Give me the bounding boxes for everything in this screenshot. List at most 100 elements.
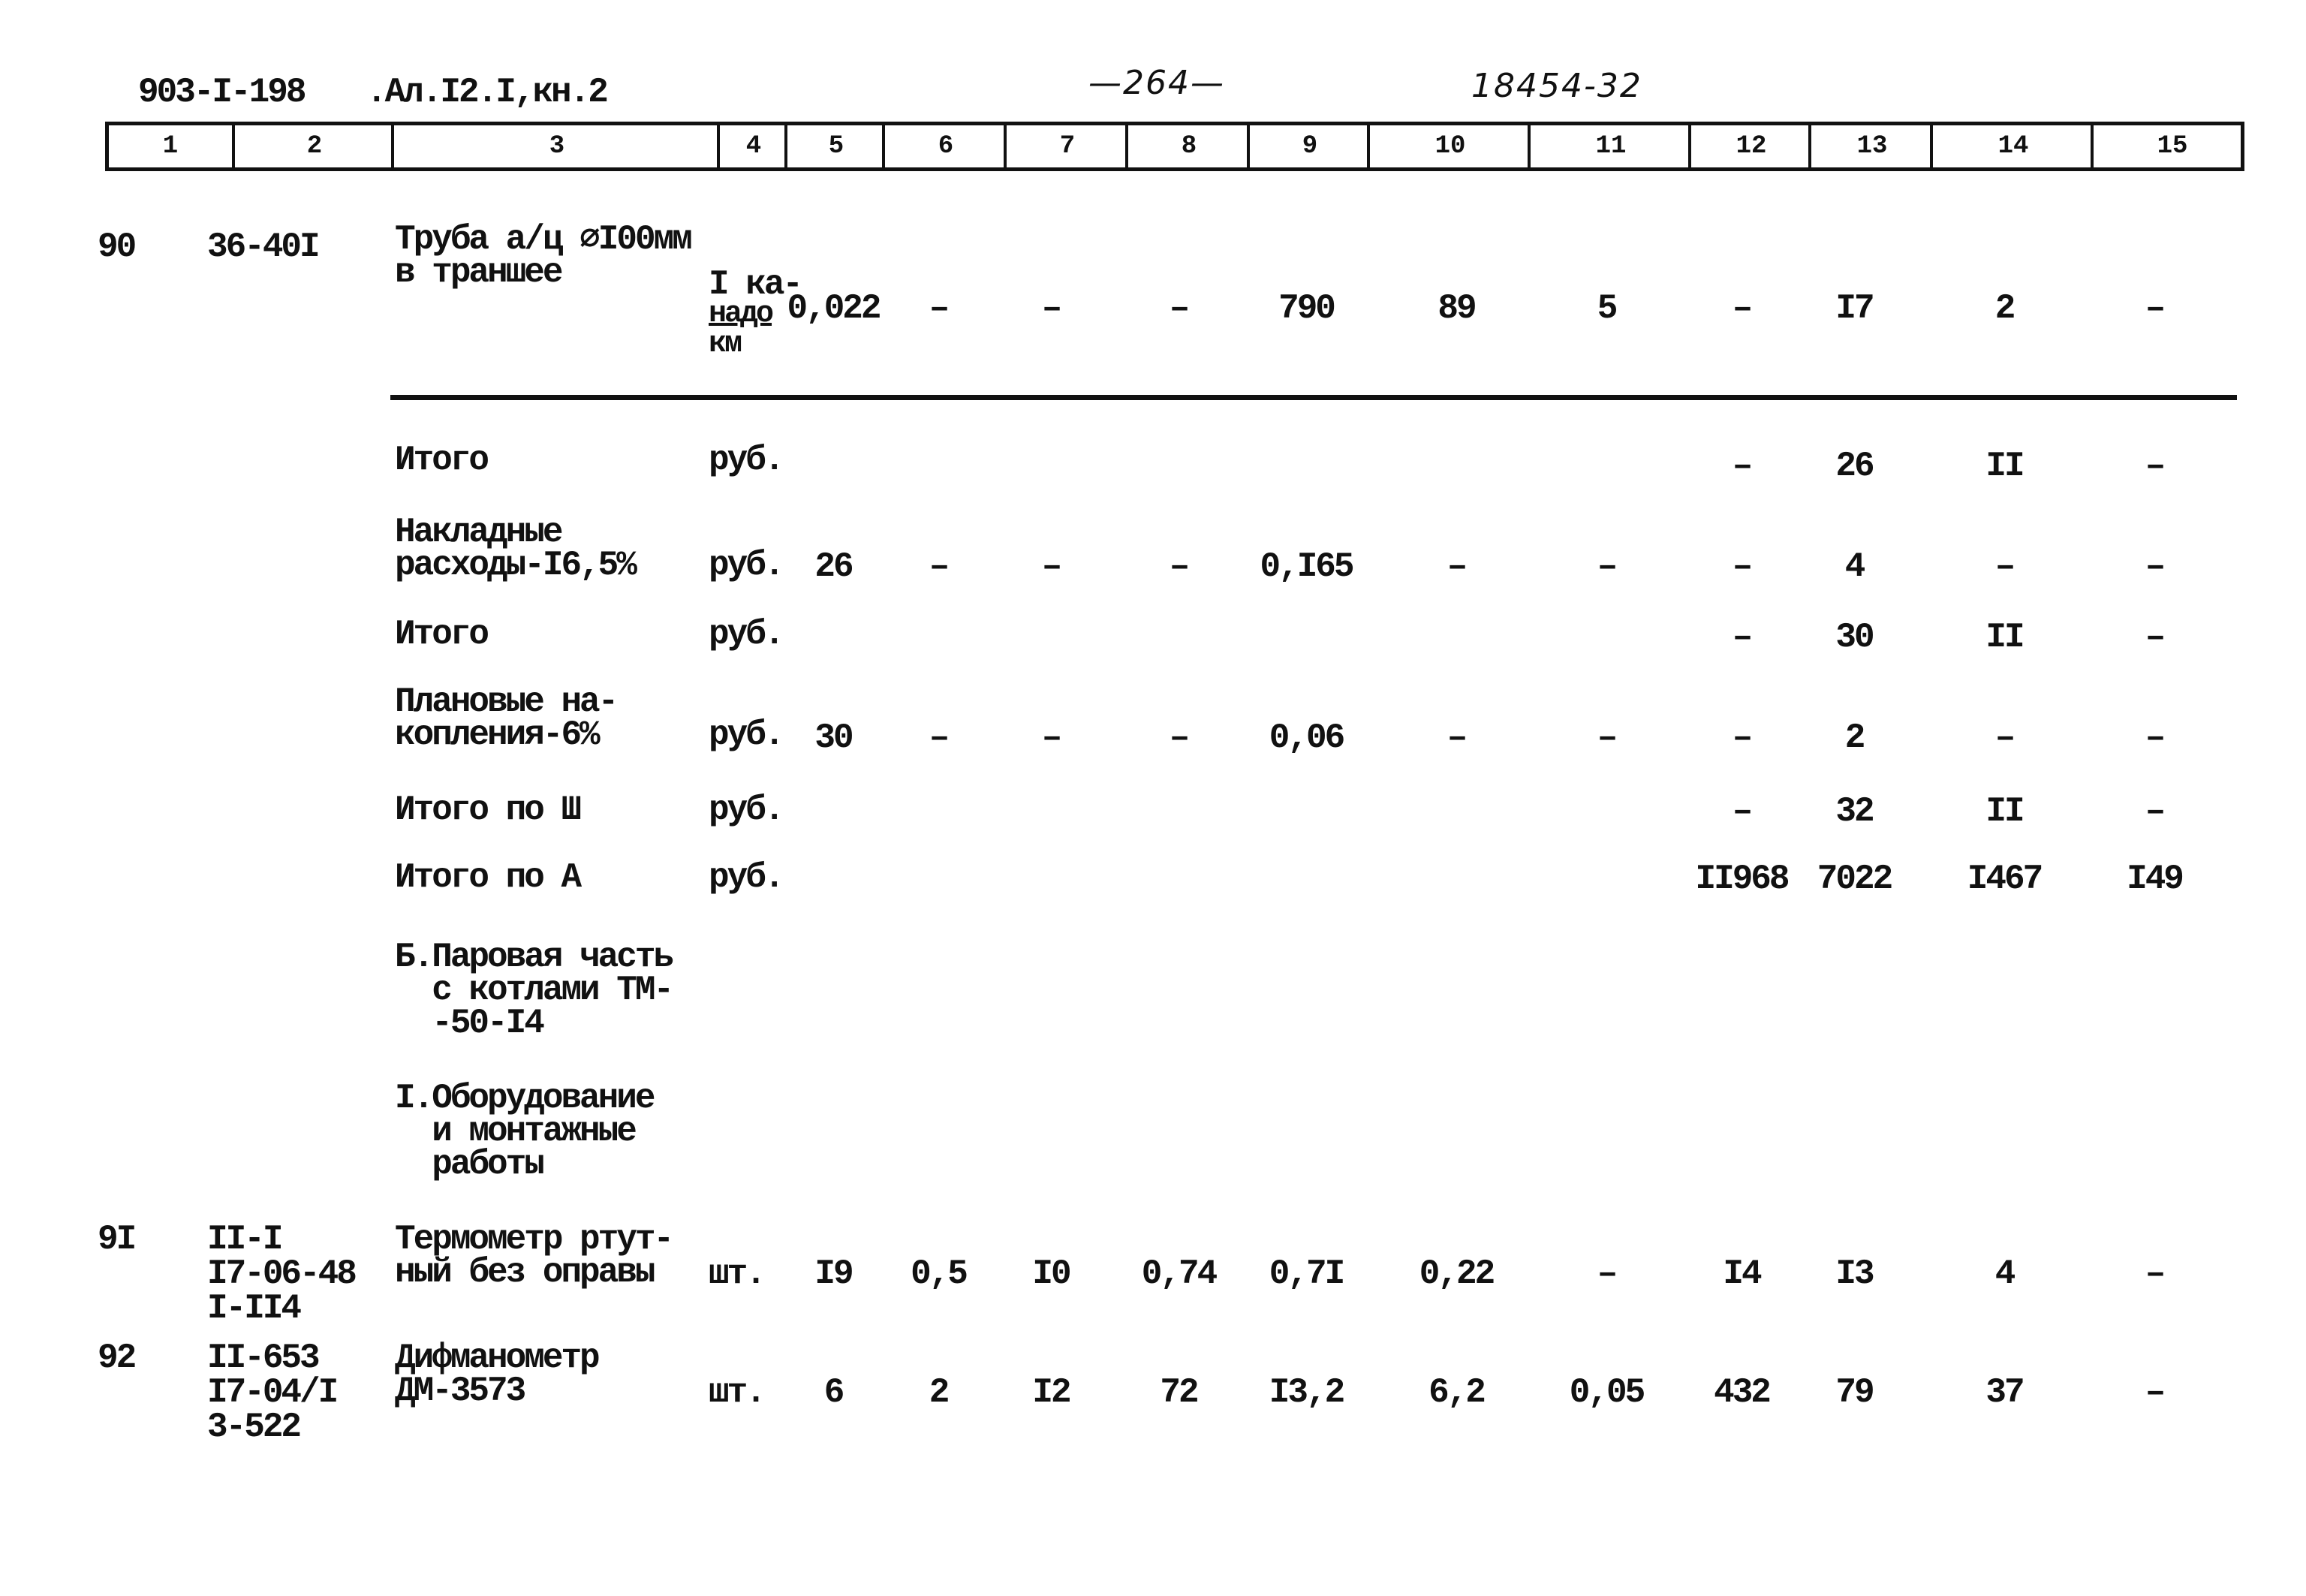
cell-col-15: – xyxy=(2145,618,2166,657)
row-number: 9I xyxy=(98,1220,137,1259)
cell-col-9: 0,I65 xyxy=(1260,547,1354,586)
cell-col-8: 72 xyxy=(1160,1373,1199,1412)
cell-col-8: – xyxy=(1169,718,1191,757)
column-header-1: 1 xyxy=(162,132,179,161)
cell-col-6: – xyxy=(929,547,950,586)
column-header-9: 9 xyxy=(1247,125,1370,167)
cell-col-10: 6,2 xyxy=(1428,1373,1486,1412)
section-divider xyxy=(390,395,2237,400)
item-name: Термометр ртут- xyxy=(395,1220,674,1259)
cell-col-12: I4 xyxy=(1723,1254,1762,1293)
cell-col-11: – xyxy=(1597,718,1618,757)
page-number: —264— xyxy=(1088,64,1225,102)
cell-col-6: 2 xyxy=(929,1373,950,1412)
cell-col-12: 432 xyxy=(1714,1373,1772,1412)
cell-col-8: – xyxy=(1169,547,1191,586)
unit: шт. xyxy=(709,1254,766,1293)
column-header-14: 14 xyxy=(1930,125,2094,167)
cell-col-15: – xyxy=(2145,447,2166,486)
cell-col-9: I3,2 xyxy=(1269,1373,1345,1412)
unit: руб. xyxy=(709,546,784,585)
cell-col-12: – xyxy=(1732,792,1754,831)
cell-col-9: 0,7I xyxy=(1269,1254,1345,1293)
column-header-15: 15 xyxy=(2091,125,2251,167)
item-name: I.Оборудование xyxy=(395,1079,655,1118)
cell-col-15: – xyxy=(2145,718,2166,757)
item-name: Итого по Ш xyxy=(395,790,582,830)
item-name: Накладные xyxy=(395,513,563,552)
cell-col-7: – xyxy=(1041,547,1063,586)
price-code: 36-40I xyxy=(207,227,321,267)
cell-col-5: 6 xyxy=(823,1373,845,1412)
cell-col-12: – xyxy=(1732,618,1754,657)
cell-col-12: – xyxy=(1732,447,1754,486)
project-code: 903-I-198 xyxy=(138,73,306,112)
price-code: II-I xyxy=(207,1220,283,1259)
column-header-2: 2 xyxy=(232,125,394,167)
unit: руб. xyxy=(709,715,784,754)
column-header-3: 3 xyxy=(391,125,720,167)
cell-col-13: 30 xyxy=(1835,618,1874,657)
cell-col-13: 79 xyxy=(1835,1373,1874,1412)
item-name: работы xyxy=(395,1145,545,1184)
cell-col-13: 32 xyxy=(1835,792,1874,831)
cell-col-14: I467 xyxy=(1967,860,2043,899)
item-name: Итого xyxy=(395,441,489,480)
column-header-13: 13 xyxy=(1808,125,1933,167)
cell-col-13: 4 xyxy=(1844,547,1866,586)
cell-col-11: 5 xyxy=(1597,289,1618,328)
cell-col-11: 0,05 xyxy=(1569,1373,1645,1412)
cell-col-6: – xyxy=(929,718,950,757)
cell-col-15: – xyxy=(2145,792,2166,831)
row-number: 90 xyxy=(98,227,137,267)
item-name: -50-I4 xyxy=(395,1004,545,1043)
item-name: Труба а/ц ∅I00мм xyxy=(395,220,693,259)
album-reference: .Ал.I2.I,кн.2 xyxy=(366,73,609,112)
column-header-6: 6 xyxy=(882,125,1007,167)
column-header-12: 12 xyxy=(1688,125,1811,167)
cell-col-13: I3 xyxy=(1835,1254,1874,1293)
cell-col-5: 26 xyxy=(814,547,853,586)
cell-col-14: – xyxy=(1994,718,2016,757)
column-header-5: 5 xyxy=(784,125,885,167)
price-code: I7-04/I xyxy=(207,1373,339,1412)
cell-col-9: 790 xyxy=(1278,289,1336,328)
cell-col-5: 0,022 xyxy=(787,289,881,328)
cell-col-13: 2 xyxy=(1844,718,1866,757)
cell-col-5: I9 xyxy=(814,1254,853,1293)
cell-col-9: 0,06 xyxy=(1269,718,1345,757)
column-header-7: 7 xyxy=(1004,125,1128,167)
item-name: копления-6% xyxy=(395,715,601,754)
item-name: Дифманометр xyxy=(395,1339,601,1378)
cell-col-14: II xyxy=(1985,792,2025,831)
cell-col-14: 4 xyxy=(1994,1254,2016,1293)
cell-col-6: – xyxy=(929,289,950,328)
unit: шт. xyxy=(709,1373,766,1412)
cell-col-15: – xyxy=(2145,547,2166,586)
cell-col-11: – xyxy=(1597,1254,1618,1293)
item-name: Итого xyxy=(395,615,489,654)
item-name: ный без оправы xyxy=(395,1253,655,1292)
cell-col-10: 0,22 xyxy=(1419,1254,1495,1293)
column-header-11: 11 xyxy=(1528,125,1691,167)
unit: руб. xyxy=(709,441,784,480)
cell-col-5: 30 xyxy=(814,718,853,757)
cell-col-15: – xyxy=(2145,1254,2166,1293)
cell-col-12: II968 xyxy=(1695,860,1790,899)
cell-col-10: – xyxy=(1447,718,1468,757)
column-number-header: 1 2 3 4 5 6 7 8 9 10 11 12 13 14 15 xyxy=(105,122,2244,171)
item-name: в траншее xyxy=(395,253,563,292)
unit: I ка- xyxy=(709,265,803,304)
column-header-8: 8 xyxy=(1125,125,1250,167)
price-code: I-II4 xyxy=(207,1289,302,1328)
cell-col-11: – xyxy=(1597,547,1618,586)
item-name: расходы-I6,5% xyxy=(395,546,637,585)
unit: руб. xyxy=(709,615,784,654)
price-code: II-653 xyxy=(207,1339,321,1378)
item-name: Б.Паровая часть xyxy=(395,938,674,977)
cell-col-14: 37 xyxy=(1985,1373,2025,1412)
cell-col-10: – xyxy=(1447,547,1468,586)
cell-col-12: – xyxy=(1732,289,1754,328)
document-number: 18454-32 xyxy=(1471,67,1642,105)
price-code: I7-06-48 xyxy=(207,1254,357,1293)
